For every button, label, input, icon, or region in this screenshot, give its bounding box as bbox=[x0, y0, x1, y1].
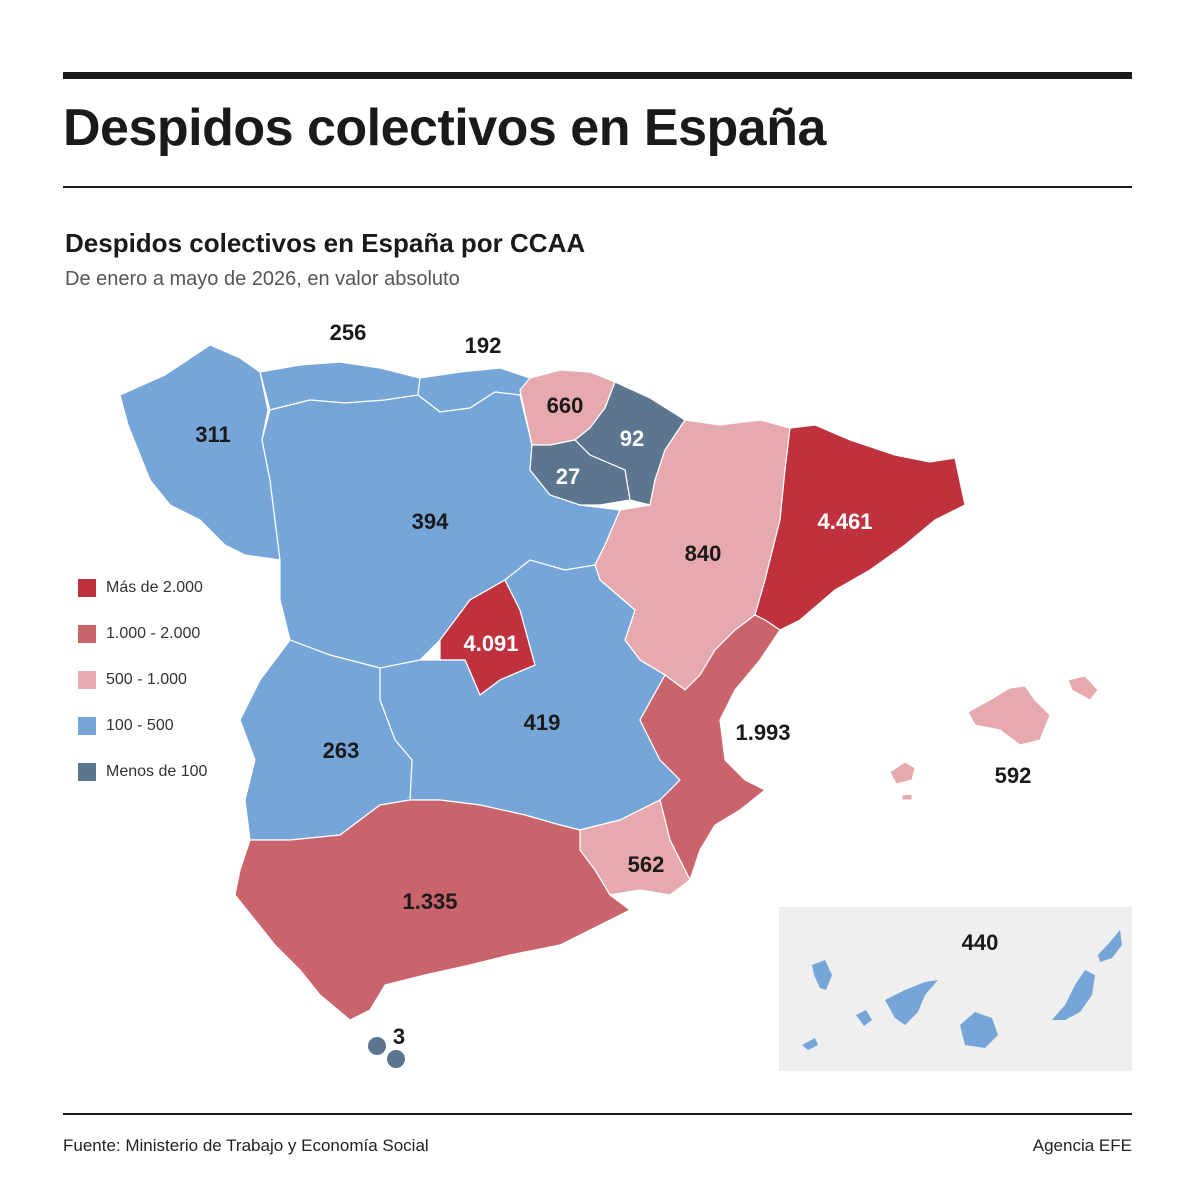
value-baleares: 592 bbox=[995, 763, 1032, 788]
value-cantabria: 192 bbox=[465, 333, 502, 358]
value-cataluna: 4.461 bbox=[817, 509, 872, 534]
region-canarias-lagomera[interactable] bbox=[856, 1010, 872, 1026]
agency-credit: Agencia EFE bbox=[1032, 1136, 1132, 1155]
legend-swatch bbox=[78, 625, 96, 643]
value-castilla-la-mancha: 419 bbox=[524, 710, 561, 735]
legend-label: 500 - 1.000 bbox=[106, 671, 187, 688]
legend-item: 100 - 500 bbox=[78, 703, 207, 749]
value-valenciana: 1.993 bbox=[735, 720, 790, 745]
value-la-rioja: 27 bbox=[556, 464, 580, 489]
source-note: Fuente: Ministerio de Trabajo y Economía… bbox=[63, 1136, 429, 1155]
legend-item: 500 - 1.000 bbox=[78, 657, 207, 703]
legend: Más de 2.000 1.000 - 2.000 500 - 1.000 1… bbox=[78, 565, 207, 795]
footer-rule bbox=[63, 1113, 1132, 1115]
legend-swatch bbox=[78, 671, 96, 689]
value-canarias: 440 bbox=[962, 930, 999, 955]
region-baleares-formentera[interactable] bbox=[901, 793, 913, 801]
map-subtitle: Despidos colectivos en España por CCAA bbox=[65, 228, 586, 258]
region-andalucia[interactable] bbox=[234, 799, 632, 1021]
legend-label: 100 - 500 bbox=[106, 717, 174, 734]
value-aragon: 840 bbox=[685, 541, 722, 566]
value-ceuta-melilla: 3 bbox=[393, 1024, 405, 1049]
value-andalucia: 1.335 bbox=[402, 889, 457, 914]
region-baleares-menorca[interactable] bbox=[1067, 675, 1099, 701]
region-la-rioja[interactable] bbox=[529, 439, 631, 506]
region-galicia[interactable] bbox=[119, 344, 281, 561]
value-asturias: 256 bbox=[330, 320, 367, 345]
page-title: Despidos colectivos en España bbox=[63, 99, 826, 157]
region-canarias-grancanaria[interactable] bbox=[960, 1012, 998, 1048]
top-rule bbox=[63, 72, 1132, 79]
region-cataluna[interactable] bbox=[754, 424, 966, 631]
region-canarias-tenerife[interactable] bbox=[885, 980, 938, 1025]
legend-label: Menos de 100 bbox=[106, 763, 208, 780]
region-baleares-mallorca[interactable] bbox=[967, 685, 1051, 746]
value-galicia: 311 bbox=[195, 422, 231, 447]
region-ceuta[interactable] bbox=[368, 1037, 386, 1055]
map-description: De enero a mayo de 2026, en valor absolu… bbox=[65, 268, 460, 290]
value-pais-vasco: 660 bbox=[547, 393, 584, 418]
region-valenciana[interactable] bbox=[639, 614, 781, 882]
value-madrid: 4.091 bbox=[463, 631, 518, 656]
legend-label: Más de 2.000 bbox=[106, 579, 203, 596]
legend-swatch bbox=[78, 717, 96, 735]
legend-item: Menos de 100 bbox=[78, 749, 207, 795]
region-baleares-ibiza[interactable] bbox=[889, 761, 916, 785]
legend-swatch bbox=[78, 763, 96, 781]
region-melilla[interactable] bbox=[387, 1050, 405, 1068]
region-canarias-lanzarote[interactable] bbox=[1098, 930, 1122, 962]
region-canarias-lapalma[interactable] bbox=[812, 960, 832, 990]
value-extremadura: 263 bbox=[323, 738, 360, 763]
legend-item: Más de 2.000 bbox=[78, 565, 207, 611]
legend-label: 1.000 - 2.000 bbox=[106, 625, 201, 642]
value-castilla-leon: 394 bbox=[412, 509, 449, 534]
title-divider bbox=[63, 186, 1132, 188]
region-canarias-elhierro[interactable] bbox=[802, 1038, 818, 1050]
region-canarias-fuerteventura[interactable] bbox=[1052, 970, 1095, 1020]
legend-swatch bbox=[78, 579, 96, 597]
value-murcia: 562 bbox=[628, 852, 665, 877]
value-navarra: 92 bbox=[620, 426, 644, 451]
legend-item: 1.000 - 2.000 bbox=[78, 611, 207, 657]
